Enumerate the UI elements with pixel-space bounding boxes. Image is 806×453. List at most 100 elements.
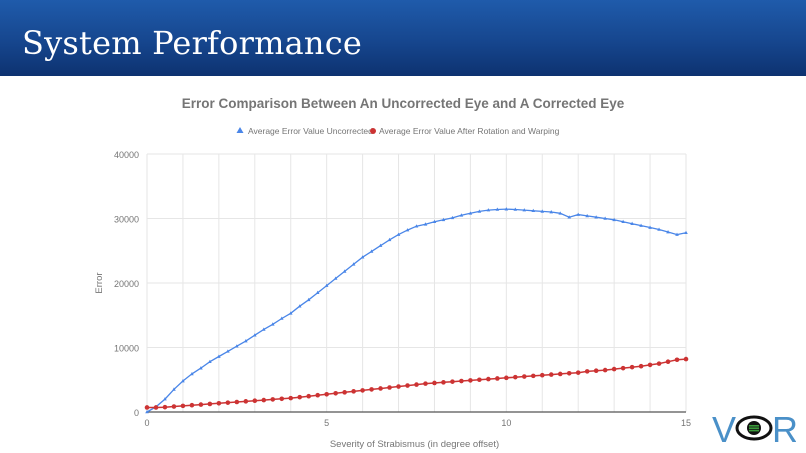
data-point-corrected — [450, 379, 455, 384]
data-point-uncorrected — [441, 217, 446, 222]
data-point-corrected — [387, 385, 392, 390]
data-point-uncorrected — [342, 269, 347, 273]
data-point-corrected — [656, 361, 662, 366]
data-point-corrected — [144, 405, 150, 410]
y-tick-label: 10000 — [114, 344, 139, 354]
data-point-uncorrected — [513, 207, 518, 211]
data-point-uncorrected — [432, 219, 437, 224]
legend-label-corrected: Average Error Value After Rotation and W… — [379, 126, 560, 136]
data-point-corrected — [647, 362, 653, 368]
data-point-uncorrected — [414, 224, 419, 228]
data-point-corrected — [638, 363, 644, 369]
data-point-corrected — [405, 383, 410, 388]
data-point-uncorrected — [235, 344, 239, 348]
y-tick-label: 40000 — [114, 150, 139, 160]
data-point-uncorrected — [675, 232, 679, 236]
data-point-corrected — [153, 405, 159, 410]
data-point-corrected — [539, 372, 545, 378]
data-point-uncorrected — [423, 222, 428, 226]
data-point-uncorrected — [549, 210, 554, 214]
data-point-uncorrected — [630, 221, 634, 225]
data-point-uncorrected — [270, 322, 275, 326]
data-point-uncorrected — [279, 316, 284, 320]
data-point-corrected — [477, 377, 482, 383]
data-point-corrected — [162, 404, 168, 410]
data-point-uncorrected — [666, 230, 670, 234]
logo-letter-v: V — [712, 409, 736, 448]
data-point-uncorrected — [639, 223, 643, 227]
data-point-uncorrected — [648, 225, 652, 229]
data-point-corrected — [396, 384, 401, 389]
logo-letter-r: R — [772, 409, 796, 448]
slide-header: System Performance — [0, 0, 806, 76]
data-point-uncorrected — [603, 216, 607, 220]
data-point-corrected — [378, 386, 383, 391]
data-point-uncorrected — [504, 207, 509, 211]
data-point-corrected — [333, 390, 338, 396]
data-point-corrected — [522, 374, 527, 379]
data-point-corrected — [180, 403, 186, 409]
data-point-corrected — [351, 389, 356, 394]
data-point-uncorrected — [594, 215, 598, 219]
data-point-corrected — [486, 376, 491, 382]
legend-marker-uncorrected — [236, 127, 244, 133]
y-axis-label: Error — [94, 272, 105, 293]
data-point-uncorrected — [199, 366, 203, 370]
data-point-corrected — [324, 391, 329, 397]
data-point-corrected — [279, 396, 285, 402]
y-tick-label: 30000 — [114, 215, 139, 225]
data-point-corrected — [315, 392, 320, 398]
data-point-uncorrected — [351, 262, 356, 266]
data-point-corrected — [171, 404, 177, 409]
data-point-uncorrected — [450, 215, 455, 220]
data-point-corrected — [270, 397, 276, 402]
data-point-corrected — [575, 370, 581, 375]
y-tick-label: 0 — [134, 408, 139, 418]
data-point-uncorrected — [684, 230, 688, 234]
data-point-corrected — [252, 398, 258, 404]
slide-title: System Performance — [22, 24, 362, 62]
data-point-corrected — [674, 357, 680, 363]
data-point-uncorrected — [288, 311, 293, 315]
eye-icon — [735, 415, 773, 441]
legend-marker-corrected — [370, 128, 376, 134]
data-point-uncorrected — [172, 387, 176, 391]
data-point-corrected — [459, 378, 464, 384]
data-point-uncorrected — [333, 276, 338, 280]
data-point-corrected — [441, 380, 446, 385]
data-point-uncorrected — [163, 397, 167, 401]
data-point-corrected — [261, 397, 267, 403]
legend-label-uncorrected: Average Error Value Uncorrected — [248, 126, 373, 136]
logo-graphic: V R — [712, 409, 798, 450]
data-point-uncorrected — [531, 208, 536, 213]
data-point-corrected — [423, 381, 428, 386]
data-point-corrected — [504, 375, 509, 381]
chart-title: Error Comparison Between An Uncorrected … — [181, 96, 625, 111]
data-point-corrected — [530, 373, 536, 379]
data-point-corrected — [557, 371, 563, 377]
data-point-uncorrected — [324, 283, 329, 287]
x-tick-label: 15 — [681, 418, 691, 428]
data-point-corrected — [495, 376, 500, 381]
data-point-uncorrected — [315, 290, 320, 294]
data-point-uncorrected — [405, 228, 410, 232]
data-point-uncorrected — [145, 410, 149, 414]
data-point-uncorrected — [495, 207, 500, 211]
data-point-corrected — [584, 369, 590, 374]
data-point-uncorrected — [387, 237, 392, 242]
data-point-corrected — [432, 380, 437, 386]
data-point-corrected — [665, 359, 671, 364]
data-point-corrected — [234, 399, 240, 405]
data-point-uncorrected — [181, 379, 185, 383]
y-tick-label: 20000 — [114, 279, 139, 289]
data-point-corrected — [198, 402, 204, 407]
x-axis-label: Severity of Strabismus (in degree offset… — [330, 439, 499, 450]
vor-logo: V R — [712, 408, 798, 450]
data-point-uncorrected — [360, 255, 365, 259]
x-tick-label: 0 — [144, 418, 149, 428]
data-point-corrected — [189, 402, 195, 408]
x-tick-label: 5 — [324, 418, 329, 428]
data-point-uncorrected — [657, 227, 661, 231]
data-point-corrected — [288, 395, 294, 401]
